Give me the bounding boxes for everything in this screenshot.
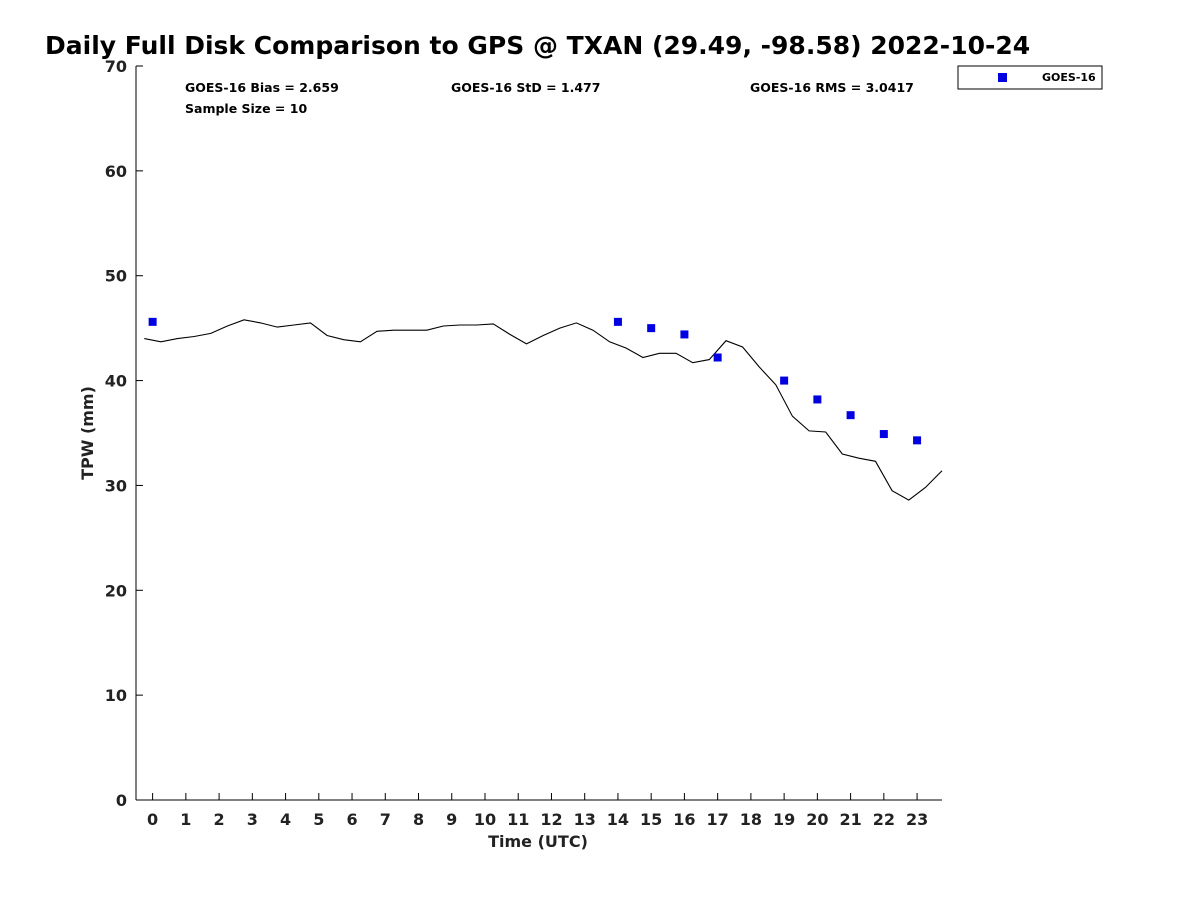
- goes16-point: [913, 436, 922, 445]
- goes16-point: [780, 376, 789, 385]
- x-tick-label: 3: [247, 810, 258, 829]
- x-tick-label: 16: [673, 810, 695, 829]
- x-tick-label: 11: [507, 810, 529, 829]
- goes16-point: [846, 411, 855, 420]
- goes16-point: [613, 317, 622, 326]
- goes16-point: [148, 317, 157, 326]
- y-axis-ticks: 0 10 20 30 40 50 60 70: [105, 57, 143, 810]
- y-tick-label: 40: [105, 372, 127, 391]
- y-tick-label: 20: [105, 581, 127, 600]
- x-tick-label: 0: [147, 810, 158, 829]
- x-tick-label: 21: [839, 810, 861, 829]
- x-tick-label: 14: [607, 810, 629, 829]
- goes16-point: [647, 324, 656, 333]
- x-tick-label: 7: [380, 810, 391, 829]
- gps-line: [144, 319, 943, 501]
- x-axis-label: Time (UTC): [488, 832, 588, 851]
- x-tick-label: 18: [740, 810, 762, 829]
- y-tick-label: 70: [105, 57, 127, 76]
- x-tick-label: 23: [906, 810, 928, 829]
- x-tick-label: 13: [574, 810, 596, 829]
- y-tick-label: 50: [105, 267, 127, 286]
- goes16-point: [879, 430, 888, 439]
- y-tick-label: 60: [105, 162, 127, 181]
- goes16-point: [813, 395, 822, 404]
- x-tick-label: 19: [773, 810, 795, 829]
- x-tick-label: 12: [540, 810, 562, 829]
- x-tick-label: 6: [346, 810, 357, 829]
- x-tick-label: 2: [214, 810, 225, 829]
- bias-stat: GOES-16 Bias = 2.659: [185, 80, 339, 95]
- x-tick-label: 17: [707, 810, 729, 829]
- series-layer: [144, 317, 943, 501]
- x-tick-label: 5: [313, 810, 324, 829]
- x-axis-ticks: 0 1 2 3 4 5 6 7 8 9 10 11 12 13 14 15 16 17 18 19 20 21 22 23: [147, 793, 928, 829]
- std-stat: GOES-16 StD = 1.477: [451, 80, 600, 95]
- y-tick-label: 0: [116, 791, 127, 810]
- x-tick-label: 20: [806, 810, 828, 829]
- x-tick-label: 10: [474, 810, 496, 829]
- y-tick-label: 30: [105, 476, 127, 495]
- x-tick-label: 8: [413, 810, 424, 829]
- x-tick-label: 4: [280, 810, 291, 829]
- rms-stat: GOES-16 RMS = 3.0417: [750, 80, 914, 95]
- x-tick-label: 1: [180, 810, 191, 829]
- legend-marker-goes16: [998, 73, 1007, 82]
- sample-size-stat: Sample Size = 10: [185, 101, 307, 116]
- x-tick-label: 15: [640, 810, 662, 829]
- legend-label-goes16: GOES-16: [1042, 71, 1096, 84]
- y-axis-label: TPW (mm): [78, 386, 97, 480]
- goes16-point: [680, 330, 689, 339]
- y-tick-label: 10: [105, 686, 127, 705]
- legend-box: [957, 65, 1103, 90]
- goes16-point: [713, 353, 722, 362]
- x-tick-label: 22: [873, 810, 895, 829]
- legend: GOES-16: [957, 65, 1103, 90]
- x-tick-label: 9: [446, 810, 457, 829]
- chart-title: Daily Full Disk Comparison to GPS @ TXAN…: [45, 31, 1030, 60]
